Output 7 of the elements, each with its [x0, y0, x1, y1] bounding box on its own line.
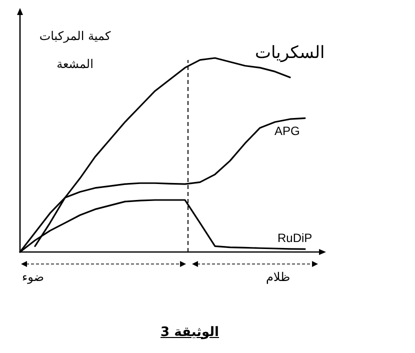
text: ظلام: [266, 270, 290, 284]
text: ضوء: [22, 270, 44, 284]
text: الوثيقة 3: [160, 324, 219, 340]
series-label: RuDiP: [278, 231, 312, 246]
series-label: السكريات: [255, 43, 325, 64]
y-axis-title: كمية المركبات المشعة: [38, 28, 112, 73]
series-label: APG: [274, 124, 300, 138]
